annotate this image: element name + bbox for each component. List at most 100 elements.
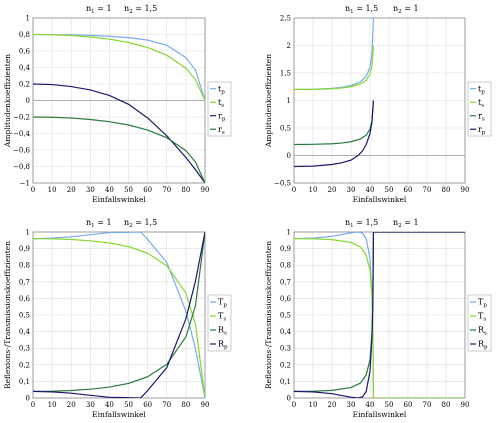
legend-entry: Rp <box>218 340 228 351</box>
y-tick-label: 0,3 <box>19 345 30 353</box>
series-line-rp <box>33 83 205 183</box>
legend-entry: rp <box>218 111 226 122</box>
x-tick-label: 10 <box>48 186 57 194</box>
x-tick-label: 0 <box>31 186 35 194</box>
x-axis-label: Einfallswinkel <box>92 195 146 204</box>
x-tick-label: 90 <box>461 401 470 409</box>
x-tick-label: 80 <box>442 401 451 409</box>
legend-entry: Tp <box>478 298 487 309</box>
x-tick-label: 30 <box>86 401 95 409</box>
y-tick-label: 0,1 <box>19 378 30 386</box>
legend: tp ts rp rs <box>207 81 232 137</box>
x-tick-label: 60 <box>404 186 413 194</box>
x-tick-label: 30 <box>347 186 356 194</box>
x-tick-label: 50 <box>124 186 133 194</box>
x-tick-label: 50 <box>385 186 394 194</box>
y-tick-label: 0,4 <box>280 328 292 336</box>
x-tick-label: 70 <box>423 186 432 194</box>
x-tick-label: 60 <box>143 401 152 409</box>
x-tick-label: 80 <box>442 186 451 194</box>
x-tick-label: 20 <box>67 186 76 194</box>
x-tick-label: 20 <box>328 186 337 194</box>
legend-box <box>467 294 492 352</box>
legend-entry: tp <box>218 84 225 95</box>
y-tick-label: 0,5 <box>19 312 30 320</box>
series-line-Rs <box>33 232 205 392</box>
x-tick-label: 30 <box>347 401 356 409</box>
y-tick-label: 1 <box>26 229 30 237</box>
y-tick-label: 0,8 <box>19 31 30 39</box>
legend-box <box>207 81 232 137</box>
series-line-Ts <box>33 238 205 398</box>
y-tick-label: 0,2 <box>280 361 291 369</box>
x-axis-label: Einfallswinkel <box>353 195 407 204</box>
legend: Tp Ts Rs Rp <box>207 294 232 352</box>
y-tick-label: 0 <box>26 97 30 105</box>
y-tick-label: 0,5 <box>280 125 291 133</box>
legend-entry: Tp <box>218 298 227 309</box>
x-axis-label: Einfallswinkel <box>353 410 407 419</box>
y-tick-label: 0,5 <box>280 312 291 320</box>
y-tick-label: 0,6 <box>19 295 31 303</box>
legend-box <box>207 294 232 352</box>
legend-entry: ts <box>218 98 224 109</box>
y-tick-label: 0,2 <box>19 81 30 89</box>
y-tick-label: 0,6 <box>280 295 292 303</box>
legend-entry: Ts <box>218 312 226 323</box>
x-tick-label: 90 <box>201 186 210 194</box>
x-tick-label: 80 <box>181 186 190 194</box>
medium-label: n1 = 1 <box>86 4 112 15</box>
plot-frame <box>293 17 466 184</box>
y-axis-label: Amplitudenkoeffizienten <box>3 54 12 148</box>
y-axis-label: Amplitudenkoeffizienten <box>264 54 273 148</box>
x-tick-label: 40 <box>105 401 114 409</box>
series-line-rs <box>294 100 375 146</box>
y-tick-label: −0,8 <box>13 163 30 171</box>
chart-panel-1: 0 10 20 30 40 50 60 70 80 90 −1 −0,8 −0,6 −0,4 −0,2 0 0,… <box>3 4 232 204</box>
legend-entry: rs <box>218 125 225 136</box>
y-tick-label: 0,6 <box>19 48 31 56</box>
medium-label: n1 = 1,5 <box>345 218 378 229</box>
x-tick-label: 20 <box>67 401 76 409</box>
y-tick-label: 0 <box>287 152 291 160</box>
y-tick-label: 0,7 <box>280 278 291 286</box>
chart-panel-4: 0 10 20 30 40 50 60 70 80 90 0 0,1 0,2 0,3 0,4 0,5 0,6 0,… <box>264 218 492 419</box>
y-tick-label: 0,4 <box>19 64 31 72</box>
chart-panel-2: 0 10 20 30 40 50 60 70 80 90−0,500,511,522,5Einfa… <box>264 4 492 204</box>
x-tick-label: 10 <box>309 186 318 194</box>
x-tick-label: 70 <box>423 401 432 409</box>
series-line-Rp <box>294 232 465 398</box>
y-tick-label: 1 <box>287 97 291 105</box>
legend-box <box>467 81 492 137</box>
x-tick-label: 70 <box>162 401 171 409</box>
y-tick-label: −0,5 <box>274 180 291 188</box>
medium-label: n2 = 1 <box>393 4 419 15</box>
medium-label: n2 = 1,5 <box>124 4 157 15</box>
x-tick-label: 90 <box>461 186 470 194</box>
y-tick-label: 2 <box>287 42 291 50</box>
legend-entry: Rs <box>478 326 487 337</box>
x-tick-label: 0 <box>31 401 35 409</box>
legend-entry: Ts <box>478 312 486 323</box>
x-axis-label: Einfallswinkel <box>92 410 146 419</box>
legend-entry: Rp <box>478 340 488 351</box>
y-tick-label: 0,7 <box>19 278 30 286</box>
y-axis-label: Reflexions-/Transmissionskoeffizienten <box>3 241 12 389</box>
medium-label: n2 = 1 <box>393 218 419 229</box>
series-line-Rs <box>294 232 465 392</box>
y-tick-label: 0,3 <box>280 345 291 353</box>
y-tick-label: 0,8 <box>280 262 291 270</box>
x-tick-label: 10 <box>309 401 318 409</box>
y-tick-label: 0,9 <box>280 245 291 253</box>
x-tick-label: 0 <box>292 401 296 409</box>
x-tick-label: 90 <box>201 401 210 409</box>
x-tick-label: 70 <box>162 186 171 194</box>
y-axis-label: Reflexions-/Transmissionskoeffizienten <box>264 241 273 389</box>
y-tick-label: −0,4 <box>13 130 31 138</box>
x-tick-label: 50 <box>385 401 394 409</box>
y-tick-label: 0 <box>26 395 30 403</box>
x-tick-label: 40 <box>366 186 375 194</box>
legend-entry: rp <box>478 125 486 136</box>
y-tick-label: 0,8 <box>19 262 30 270</box>
y-tick-label: −1 <box>20 180 30 188</box>
